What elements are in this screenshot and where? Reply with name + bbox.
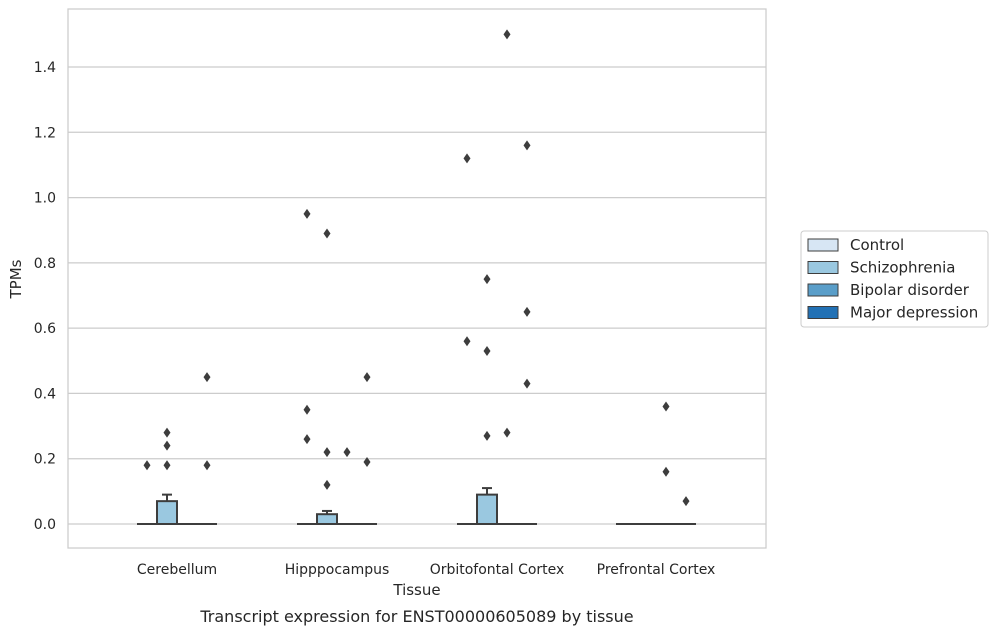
y-tick-label: 0.2 [34,452,56,468]
x-tick-label: Hipppocampus [285,562,390,578]
plot-frame [67,8,767,549]
outlier-point [363,456,371,467]
legend-swatch [807,306,839,319]
outlier-point [303,434,311,445]
y-tick-label: 1.4 [34,60,56,76]
outlier-point [323,447,331,458]
x-axis-ticks: Cerebellum Hipppocampus Orbitofontal Corte… [137,562,715,578]
outlier-point [463,153,471,164]
outlier-markers [143,29,690,507]
y-tick-label: 1.0 [34,191,56,207]
legend-label: Bipolar disorder [850,281,970,299]
chart-caption: Transcript expression for ENST0000060508… [199,607,633,626]
legend-swatch [807,283,839,297]
outlier-point [662,466,670,477]
legend-swatch [807,238,839,252]
legend-entries: Control Schizophrenia Bipolar disorder Majo… [807,236,978,322]
outlier-point [483,430,491,441]
x-tick-label: Cerebellum [137,562,217,578]
outlier-point [503,29,511,40]
box-body [156,500,178,525]
legend-swatch [807,261,839,274]
y-axis-label: TPMs [7,259,25,299]
y-tick-label: 1.2 [34,125,56,141]
outlier-point [343,447,351,458]
outlier-point [503,427,511,438]
outlier-point [662,401,670,412]
x-axis-label: Tissue [392,581,440,599]
box-groups [137,487,696,526]
box-body [476,493,498,525]
outlier-point [682,496,690,507]
outlier-point [323,228,331,239]
legend-frame [800,230,989,328]
outlier-point [523,378,531,389]
outlier-point [163,460,171,471]
outlier-point [163,427,171,438]
y-tick-label: 0.8 [34,256,56,272]
box-schizophrenia [476,487,498,525]
box-schizophrenia [316,509,338,526]
box-body [316,513,338,526]
y-tick-label: 0.0 [34,517,56,533]
outlier-point [203,460,211,471]
outlier-point [483,274,491,285]
legend-label: Control [850,236,904,254]
outlier-point [323,479,331,490]
outlier-point [303,404,311,415]
y-axis-ticks: 0.0 0.2 0.4 0.6 0.8 1.0 1.2 1.4 [34,60,56,533]
outlier-point [363,372,371,383]
outlier-point [143,460,151,471]
x-tick-label: Orbitofontal Cortex [430,562,565,578]
legend-label: Major depression [850,304,978,322]
outlier-point [483,345,491,356]
outlier-point [463,336,471,347]
legend: Control Schizophrenia Bipolar disorder Majo… [800,230,989,328]
outlier-point [523,306,531,317]
box-schizophrenia [156,493,178,525]
outlier-point [523,140,531,151]
x-tick-label: Prefrontal Cortex [597,562,716,578]
legend-label: Schizophrenia [850,259,955,277]
outlier-point [163,440,171,451]
y-tick-label: 0.4 [34,386,56,402]
outlier-point [203,372,211,383]
y-tick-label: 0.6 [34,321,56,337]
outlier-point [303,208,311,219]
